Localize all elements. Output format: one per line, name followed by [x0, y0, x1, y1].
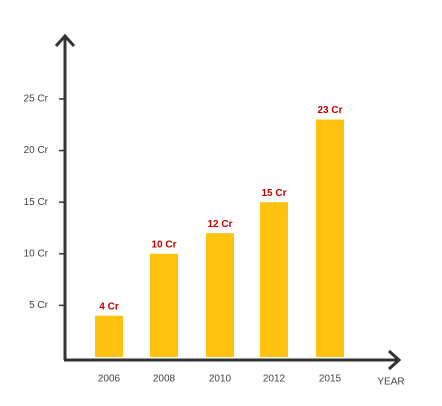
y-tick-label: 5 Cr [29, 300, 49, 311]
y-tick-label: 10 Cr [24, 248, 49, 259]
value-label: 4 Cr [99, 301, 119, 312]
x-tick-label: 2008 [153, 374, 176, 385]
x-tick-label: 2012 [263, 374, 286, 385]
y-tick-label: 20 Cr [24, 145, 49, 156]
bar [206, 233, 234, 357]
value-label: 10 Cr [151, 239, 176, 250]
x-axis [64, 349, 402, 371]
bar [260, 202, 288, 357]
x-tick-label: 2006 [98, 374, 121, 385]
bar [95, 315, 123, 357]
x-axis-label: YEAR [377, 377, 404, 388]
bar [150, 253, 178, 357]
bar [316, 119, 344, 357]
y-tick-label: 25 Cr [24, 94, 49, 105]
y-tick-label: 15 Cr [24, 197, 49, 208]
y-axis [54, 33, 76, 360]
value-label: 15 Cr [261, 188, 286, 199]
x-tick-label: 2010 [209, 374, 232, 385]
value-label: 12 Cr [207, 219, 232, 230]
value-label: 23 Cr [317, 105, 342, 116]
x-tick-label: 2015 [319, 374, 342, 385]
